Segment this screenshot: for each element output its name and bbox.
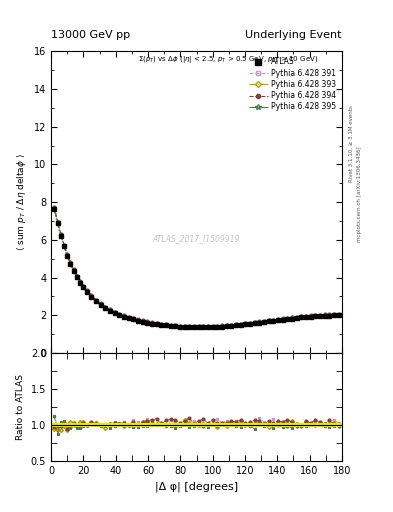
- Pythia 6.428 391: [192, 323, 196, 329]
- Pythia 6.428 393: [196, 324, 201, 330]
- X-axis label: |Δ φ| [degrees]: |Δ φ| [degrees]: [155, 481, 238, 492]
- ATLAS: [327, 312, 332, 318]
- ATLAS: [192, 324, 196, 330]
- Pythia 6.428 393: [52, 206, 57, 212]
- Pythia 6.428 395: [163, 323, 168, 329]
- ATLAS: [52, 206, 57, 212]
- Line: Pythia 6.428 395: Pythia 6.428 395: [53, 208, 340, 329]
- Text: Underlying Event: Underlying Event: [245, 30, 342, 40]
- Pythia 6.428 391: [196, 323, 201, 329]
- Pythia 6.428 391: [336, 311, 341, 317]
- Pythia 6.428 391: [327, 311, 332, 317]
- Pythia 6.428 393: [336, 312, 341, 318]
- Legend: ATLAS, Pythia 6.428 391, Pythia 6.428 393, Pythia 6.428 394, Pythia 6.428 395: ATLAS, Pythia 6.428 391, Pythia 6.428 39…: [246, 55, 338, 114]
- Pythia 6.428 391: [108, 306, 112, 312]
- Pythia 6.428 393: [163, 322, 168, 328]
- ATLAS: [108, 308, 112, 314]
- Pythia 6.428 391: [299, 313, 304, 319]
- Pythia 6.428 394: [196, 323, 201, 329]
- Pythia 6.428 395: [126, 315, 131, 322]
- Text: 13000 GeV pp: 13000 GeV pp: [51, 30, 130, 40]
- Pythia 6.428 393: [327, 312, 332, 318]
- Pythia 6.428 395: [108, 308, 112, 314]
- Pythia 6.428 395: [336, 312, 341, 318]
- Pythia 6.428 394: [108, 306, 112, 312]
- Line: Pythia 6.428 393: Pythia 6.428 393: [53, 208, 340, 329]
- Y-axis label: Ratio to ATLAS: Ratio to ATLAS: [16, 374, 25, 440]
- Line: ATLAS: ATLAS: [53, 207, 340, 329]
- Pythia 6.428 393: [299, 314, 304, 321]
- ATLAS: [126, 315, 131, 321]
- Pythia 6.428 395: [52, 207, 57, 213]
- Pythia 6.428 394: [126, 314, 131, 320]
- Text: $\Sigma(p_T)$ vs $\Delta\phi$ ($|\eta|$ < 2.5, $p_T$ > 0.5 GeV, $p_{T1}$ > 10 Ge: $\Sigma(p_T)$ vs $\Delta\phi$ ($|\eta|$ …: [138, 54, 319, 65]
- ATLAS: [163, 323, 168, 329]
- Line: Pythia 6.428 394: Pythia 6.428 394: [53, 206, 340, 328]
- Text: mcplots.cern.ch [arXiv:1306.3436]: mcplots.cern.ch [arXiv:1306.3436]: [357, 147, 362, 242]
- ATLAS: [299, 314, 304, 321]
- Pythia 6.428 395: [196, 325, 201, 331]
- ATLAS: [196, 324, 201, 330]
- Pythia 6.428 394: [336, 311, 341, 317]
- Pythia 6.428 391: [52, 204, 57, 210]
- Y-axis label: $\langle$ sum $p_T$ / $\Delta\eta$ delta$\phi$ $\rangle$: $\langle$ sum $p_T$ / $\Delta\eta$ delta…: [15, 153, 28, 251]
- Pythia 6.428 395: [192, 325, 196, 331]
- Pythia 6.428 391: [163, 322, 168, 328]
- Pythia 6.428 395: [299, 315, 304, 321]
- Pythia 6.428 395: [327, 313, 332, 319]
- Text: ATLAS_2017_I1509919: ATLAS_2017_I1509919: [153, 234, 240, 243]
- Pythia 6.428 393: [192, 324, 196, 330]
- Pythia 6.428 394: [192, 323, 196, 329]
- Pythia 6.428 394: [163, 321, 168, 327]
- Pythia 6.428 394: [299, 313, 304, 319]
- Pythia 6.428 393: [126, 315, 131, 321]
- Pythia 6.428 393: [108, 307, 112, 313]
- ATLAS: [336, 312, 341, 318]
- Text: Rivet 3.1.10, ≥ 3.1M events: Rivet 3.1.10, ≥ 3.1M events: [349, 105, 354, 182]
- Pythia 6.428 394: [327, 311, 332, 317]
- Pythia 6.428 394: [52, 204, 57, 210]
- Line: Pythia 6.428 391: Pythia 6.428 391: [53, 206, 340, 328]
- Pythia 6.428 391: [126, 314, 131, 320]
